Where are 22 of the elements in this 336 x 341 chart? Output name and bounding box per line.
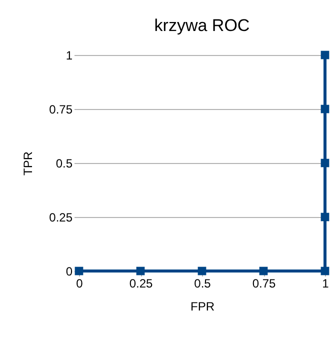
x-axis-title: FPR [190,300,215,314]
y-axis-title: TPR [21,151,36,176]
chart-title: krzywa ROC [154,16,250,35]
y-tick-label: 0.5 [56,156,73,170]
point [320,50,330,60]
point [320,266,330,276]
y-tick-label: 1 [66,48,73,62]
x-tick-label: 0.25 [129,276,153,290]
x-tick-label: 0 [76,276,84,290]
x-tick-label: 0.75 [252,276,276,290]
point [320,212,330,222]
point [198,266,206,276]
point [320,158,330,168]
point [74,266,84,276]
x-tick-label: 1 [322,276,330,290]
y-tick-label: 0 [66,264,73,278]
y-tick-label: 0.75 [49,102,73,116]
point [259,266,268,276]
y-tick-label: 0.25 [49,210,73,224]
point [320,104,330,114]
point [136,266,145,276]
x-tick-label: 0.5 [194,276,212,290]
